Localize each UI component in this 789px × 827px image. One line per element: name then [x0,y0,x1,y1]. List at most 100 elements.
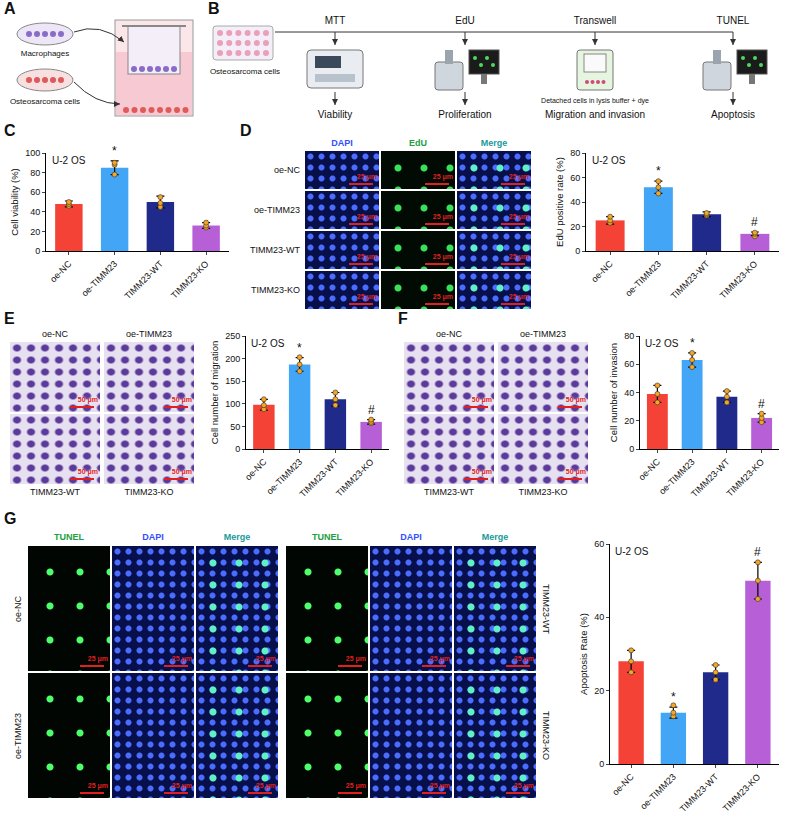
svg-text:TIMM23-WT: TIMM23-WT [298,456,341,499]
svg-text:TIMM23-KO: TIMM23-KO [718,259,760,301]
svg-text:*: * [671,690,676,704]
html-text:oe-TIMM23: oe-TIMM23 [520,329,566,339]
html-text:oe-NC: oe-NC [436,329,462,339]
svg-text:*: * [690,336,695,350]
svg-text:20: 20 [624,416,634,426]
svg-text:Cell viability (%): Cell viability (%) [9,168,20,236]
svg-text:oe-NC: oe-NC [48,258,74,284]
html-text:TUNEL: TUNEL [54,532,84,542]
svg-text:TIMM23-WT: TIMM23-WT [669,258,712,301]
svg-text:oe-NC: oe-NC [637,456,663,482]
svg-text:TIMM23-KO: TIMM23-KO [724,457,766,499]
html-text:C: C [4,122,16,139]
svg-text:0: 0 [629,444,634,454]
html-text:DAPI: DAPI [331,138,353,148]
svg-text:40: 40 [594,612,604,622]
svg-text:60: 60 [570,173,580,183]
svg-text:20: 20 [570,222,580,232]
svg-text:80: 80 [570,148,580,158]
svg-text:oe-TIMM23: oe-TIMM23 [638,772,678,812]
svg-text:20: 20 [30,227,40,237]
svg-text:U-2 OS: U-2 OS [52,155,86,166]
svg-text:*: * [112,144,117,158]
svg-text:100: 100 [25,148,40,158]
html-text:oe-TIMM23: oe-TIMM23 [254,205,300,215]
svg-text:#: # [758,397,765,411]
svg-text:TIMM23-WT: TIMM23-WT [689,456,732,499]
html-text:TIMM23-WT: TIMM23-WT [250,245,300,255]
svg-text:oe-TIMM23: oe-TIMM23 [623,259,663,299]
svg-text:Apoptosis Rate (%): Apoptosis Rate (%) [578,613,589,695]
svg-text:100: 100 [225,399,240,409]
svg-text:150: 150 [225,376,240,386]
svg-text:MTT: MTT [325,15,346,26]
svg-text:40: 40 [30,207,40,217]
html-text:E: E [4,310,15,327]
svg-text:250: 250 [225,331,240,341]
svg-text:U-2 OS: U-2 OS [645,338,679,349]
svg-text:#: # [368,403,375,417]
html-text:oe-NC: oe-NC [42,329,68,339]
html-text:oe-TIMM23: oe-TIMM23 [126,329,172,339]
svg-text:40: 40 [624,388,634,398]
svg-text:Cell number of invasion: Cell number of invasion [608,343,619,442]
svg-text:20: 20 [594,686,604,696]
svg-text:Detached cells in lysis buffer: Detached cells in lysis buffer + dye [541,97,649,105]
svg-text:80: 80 [30,168,40,178]
svg-text:TIMM23-WT: TIMM23-WT [678,771,721,814]
svg-text:oe-TIMM23: oe-TIMM23 [657,457,697,497]
svg-text:U-2 OS: U-2 OS [592,155,626,166]
html-text:A: A [4,0,16,17]
html-text:B: B [208,0,220,17]
svg-text:TIMM23-WT: TIMM23-WT [123,258,166,301]
svg-text:200: 200 [225,354,240,364]
svg-text:40: 40 [570,197,580,207]
svg-text:U-2 OS: U-2 OS [615,546,649,557]
svg-text:0: 0 [35,246,40,256]
svg-text:60: 60 [594,539,604,549]
svg-text:#: # [754,545,761,559]
html-text:EdU: EdU [409,138,427,148]
svg-text:60: 60 [30,187,40,197]
svg-text:*: * [656,164,661,178]
svg-text:EdU positive rate (%): EdU positive rate (%) [554,157,565,247]
html-text:TIMM23-KO: TIMM23-KO [518,487,568,497]
svg-text:U-2 OS: U-2 OS [251,338,285,349]
svg-text:Osteosarcoma cells: Osteosarcoma cells [10,97,80,106]
svg-text:50: 50 [230,422,240,432]
svg-text:Transwell: Transwell [574,15,616,26]
svg-text:0: 0 [575,246,580,256]
svg-text:oe-NC: oe-NC [610,771,636,797]
svg-text:Viability: Viability [318,109,352,120]
html-text:oe-NC: oe-NC [274,165,300,175]
svg-text:EdU: EdU [455,15,474,26]
svg-text:TIMM23-KO: TIMM23-KO [721,772,763,814]
html-text:F: F [398,310,408,327]
svg-text:Apoptosis: Apoptosis [711,109,755,120]
svg-text:Cell number of migration: Cell number of migration [209,341,220,445]
svg-text:Migration and invasion: Migration and invasion [545,109,645,120]
svg-text:Proliferation: Proliferation [438,109,491,120]
svg-text:0: 0 [599,759,604,769]
html-text:TIMM23-WT: TIMM23-WT [424,487,474,497]
svg-text:Osteosarcoma cells: Osteosarcoma cells [210,67,280,76]
svg-text:oe-NC: oe-NC [243,456,269,482]
svg-text:TIMM23-KO: TIMM23-KO [169,259,211,301]
svg-text:TIMM23-KO: TIMM23-KO [334,457,376,499]
html-text:Merge: Merge [480,138,508,148]
svg-text:0: 0 [235,444,240,454]
svg-text:*: * [297,341,302,355]
svg-text:60: 60 [624,359,634,369]
svg-text:80: 80 [624,331,634,341]
svg-text:oe-TIMM23: oe-TIMM23 [80,259,120,299]
svg-text:oe-NC: oe-NC [589,258,615,284]
html-text:TIMM23-WT: TIMM23-WT [30,487,80,497]
html-text:G: G [4,510,17,527]
html-text:TIMM23-KO: TIMM23-KO [124,487,174,497]
svg-text:TUNEL: TUNEL [717,15,750,26]
html-text:D: D [240,122,252,139]
html-text:TIMM23-KO: TIMM23-KO [251,285,300,295]
svg-text:Macrophages: Macrophages [21,49,69,58]
svg-text:oe-TIMM23: oe-TIMM23 [265,457,305,497]
svg-text:#: # [751,215,758,229]
